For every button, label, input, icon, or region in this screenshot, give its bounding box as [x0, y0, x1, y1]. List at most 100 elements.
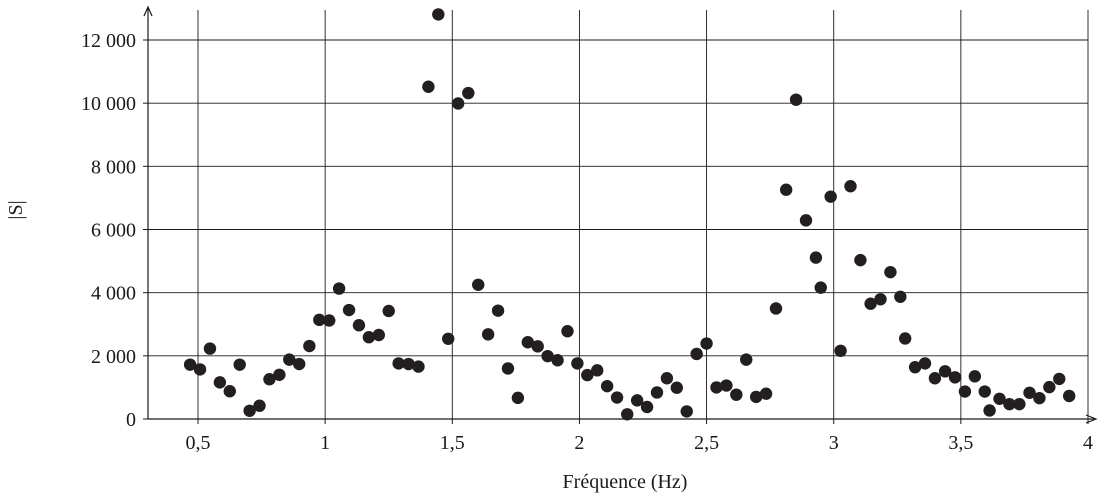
data-point: [313, 313, 326, 327]
data-point: [769, 302, 783, 315]
data-point: [213, 376, 227, 389]
data-point: [908, 361, 922, 374]
data-point: [844, 180, 857, 193]
data-point: [809, 251, 823, 264]
y-tick-label: 10 000: [81, 93, 136, 115]
data-point: [581, 368, 594, 382]
data-point: [203, 342, 217, 355]
data-point: [894, 290, 907, 303]
data-point: [814, 281, 827, 294]
x-tick-label: 4: [1083, 432, 1093, 454]
data-point: [551, 354, 564, 367]
y-tick-label: 6 000: [91, 220, 136, 242]
data-point: [978, 385, 991, 398]
data-point: [323, 314, 336, 327]
y-tick-label: 2 000: [91, 346, 136, 368]
data-point: [600, 379, 614, 393]
data-point: [392, 357, 405, 370]
data-point: [898, 332, 912, 345]
data-point: [541, 349, 554, 363]
data-point: [680, 405, 693, 418]
x-tick-label: 1: [320, 432, 330, 454]
data-point: [273, 368, 286, 381]
data-point: [332, 282, 346, 295]
data-point: [993, 392, 1006, 405]
data-point: [501, 362, 515, 375]
data-point: [650, 386, 664, 399]
data-point: [422, 80, 435, 93]
data-point: [630, 394, 644, 407]
data-point: [462, 86, 475, 100]
data-point: [968, 370, 982, 383]
data-point: [263, 373, 276, 386]
data-point: [481, 328, 495, 341]
data-point: [1062, 389, 1076, 403]
data-point: [854, 253, 867, 267]
data-point: [1023, 386, 1036, 399]
data-point: [1043, 380, 1056, 394]
data-point: [561, 324, 574, 338]
data-point: [610, 391, 624, 404]
grid-lines: [148, 10, 1089, 419]
x-tick-label: 3: [829, 432, 839, 454]
y-tick-label: 4 000: [91, 283, 136, 305]
y-axis-title: |S|: [5, 200, 27, 219]
data-point: [362, 330, 376, 344]
data-point: [472, 278, 485, 291]
data-point: [352, 318, 366, 332]
data-point: [660, 372, 674, 385]
data-point: [571, 357, 584, 370]
data-point: [700, 337, 713, 350]
data-point: [402, 357, 415, 371]
data-point: [303, 339, 316, 353]
data-point: [223, 385, 236, 398]
data-point: [283, 353, 296, 366]
data-point: [243, 404, 256, 417]
x-tick-label: 2,5: [694, 432, 719, 454]
data-point: [824, 190, 837, 203]
data-point: [789, 93, 803, 106]
data-point: [233, 358, 246, 371]
data-point: [342, 303, 356, 317]
data-point: [491, 304, 505, 317]
data-point: [1053, 372, 1066, 386]
data-point: [382, 304, 395, 318]
data-point: [640, 400, 654, 414]
data-point: [372, 328, 385, 342]
data-point: [1033, 391, 1046, 405]
data-point: [759, 387, 773, 400]
data-point: [432, 8, 445, 21]
data-point: [948, 371, 962, 384]
data-point: [183, 358, 197, 371]
x-axis-title: Fréquence (Hz): [563, 471, 688, 493]
x-tick-label: 0,5: [186, 432, 211, 454]
x-tick-label: 2: [574, 432, 584, 454]
data-point: [884, 265, 897, 279]
data-point: [1013, 397, 1026, 411]
data-point: [621, 408, 634, 421]
data-point: [1003, 397, 1016, 411]
y-tick-label: 8 000: [91, 156, 136, 178]
data-point: [451, 97, 465, 110]
data-point: [521, 336, 535, 349]
data-point: [293, 357, 306, 371]
data-point: [193, 363, 207, 376]
data-point: [918, 357, 932, 370]
data-point: [834, 344, 847, 357]
y-axis-arrow: [143, 5, 153, 17]
x-tick-label: 1,5: [440, 432, 465, 454]
data-point: [749, 390, 763, 404]
data-point: [983, 404, 996, 417]
data-point: [442, 332, 455, 345]
tick-labels: 0 2 000 4 000 6 000 8 000 10 000 12 000 0,5 1 1,5…: [81, 30, 1093, 454]
data-point: [670, 381, 684, 394]
x-tick-label: 3,5: [948, 432, 973, 454]
data-point: [874, 293, 887, 306]
data-point: [531, 340, 544, 353]
data-point: [720, 379, 733, 392]
data-point: [591, 364, 604, 377]
data-point: [938, 365, 952, 378]
data-point: [799, 214, 813, 227]
axes: [143, 5, 1098, 424]
